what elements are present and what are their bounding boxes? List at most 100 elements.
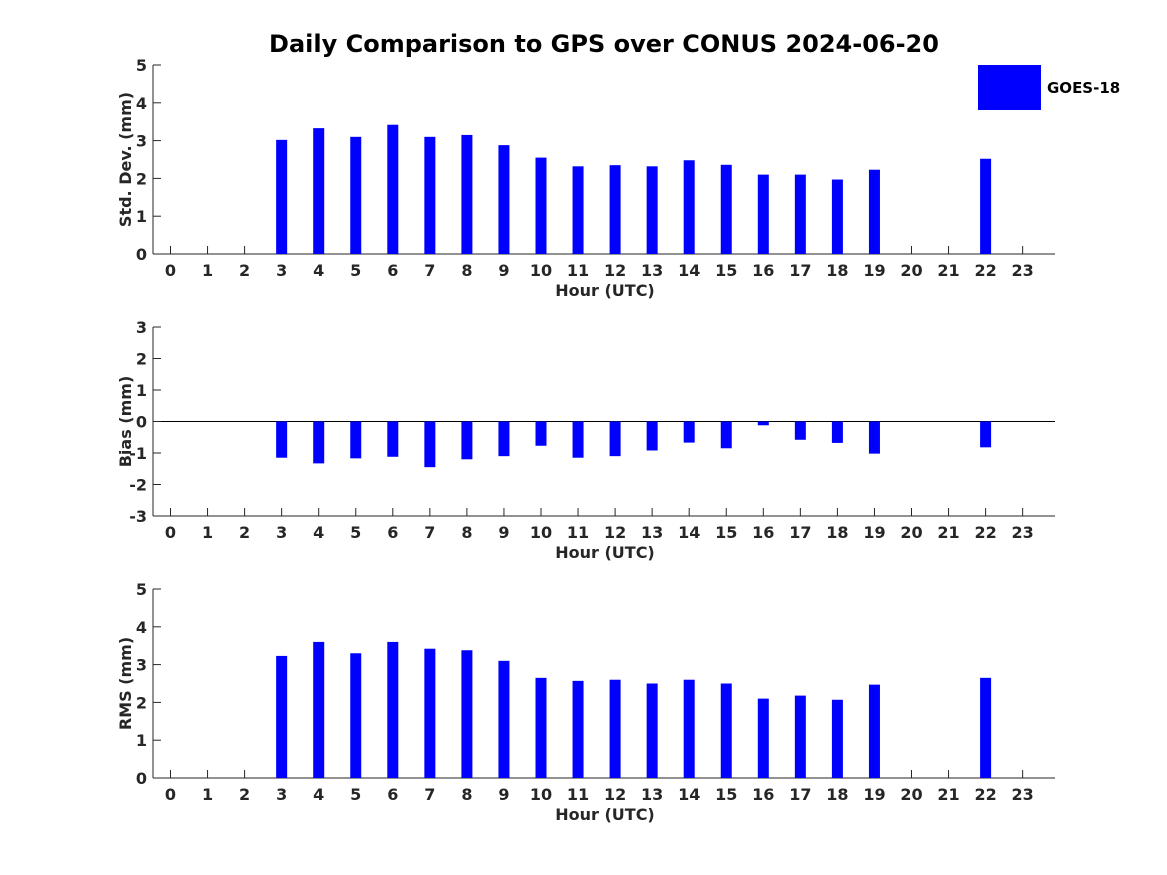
x-tick-label: 10 [530,261,552,280]
bar-hour-5 [350,421,362,459]
bar-hour-10 [535,157,547,254]
bar-hour-3 [276,655,288,778]
bar-hour-16 [757,174,769,254]
x-tick-label: 0 [165,523,176,542]
x-tick-label: 5 [350,785,361,804]
x-tick-label: 5 [350,523,361,542]
bar-hour-8 [461,134,473,254]
bar-hour-11 [572,421,584,458]
y-tick-label: 1 [136,207,147,226]
legend: GOES-18 [978,65,1120,110]
bar-hour-11 [572,680,584,778]
x-tick-label: 13 [641,261,663,280]
x-tick-label: 18 [826,785,848,804]
bar-hour-18 [831,421,843,443]
bar-hour-13 [646,166,658,254]
x-tick-label: 21 [937,785,959,804]
bar-hour-5 [350,136,362,254]
y-tick-label: 0 [136,245,147,264]
x-tick-label: 18 [826,523,848,542]
bar-hour-6 [387,124,399,254]
x-tick-label: 6 [387,523,398,542]
x-tick-label: 22 [974,523,996,542]
x-tick-label: 19 [863,523,885,542]
bar-hour-5 [350,653,362,778]
x-tick-label: 7 [424,785,435,804]
bar-hour-7 [424,421,436,468]
x-tick-label: 20 [900,523,922,542]
y-tick-label: 0 [136,413,147,432]
bar-hour-17 [794,695,806,778]
x-tick-label: 11 [567,523,589,542]
x-tick-label: 23 [1012,261,1034,280]
y-tick-label: -2 [129,476,147,495]
x-tick-label: 8 [461,261,472,280]
bar-hour-18 [831,179,843,254]
x-tick-label: 4 [313,785,324,804]
chart-title: Daily Comparison to GPS over CONUS 2024-… [269,30,939,58]
x-tick-label: 2 [239,261,250,280]
bar-hour-18 [831,699,843,778]
bar-hour-3 [276,139,288,254]
x-tick-label: 12 [604,785,626,804]
x-tick-label: 10 [530,785,552,804]
x-tick-label: 2 [239,785,250,804]
bar-hour-16 [757,698,769,778]
y-tick-label: 3 [136,132,147,151]
x-tick-label: 3 [276,261,287,280]
y-tick-label: 1 [136,731,147,750]
bar-hour-6 [387,421,399,457]
bar-hour-15 [720,421,732,449]
y-tick-label: 5 [136,56,147,75]
bar-hour-12 [609,165,621,254]
x-tick-label: 22 [974,261,996,280]
x-tick-label: 20 [900,785,922,804]
x-tick-label: 23 [1012,785,1034,804]
bar-hour-7 [424,136,436,254]
bar-hour-3 [276,421,288,458]
bar-hour-9 [498,421,510,457]
x-tick-label: 9 [498,261,509,280]
x-tick-label: 2 [239,523,250,542]
y-tick-label: 4 [136,94,147,113]
bar-hour-13 [646,683,658,778]
bar-hour-13 [646,421,658,451]
x-tick-label: 1 [202,523,213,542]
x-axis-label: Hour (UTC) [555,281,655,300]
x-axis-label: Hour (UTC) [555,805,655,824]
bar-hour-22 [980,421,992,448]
x-tick-label: 18 [826,261,848,280]
y-tick-label: 0 [136,769,147,788]
y-tick-label: 2 [136,169,147,188]
y-tick-label: 3 [136,656,147,675]
y-tick-label: 3 [136,318,147,337]
y-tick-label: 4 [136,618,147,637]
bar-hour-12 [609,421,621,457]
x-tick-label: 7 [424,523,435,542]
bar-hour-4 [313,128,325,254]
x-axis-label: Hour (UTC) [555,543,655,562]
bar-hour-14 [683,679,695,778]
bar-hour-9 [498,660,510,778]
bar-hour-19 [868,169,880,254]
x-tick-label: 14 [678,523,700,542]
bar-hour-19 [868,684,880,778]
bar-hour-14 [683,160,695,254]
x-tick-label: 23 [1012,523,1034,542]
x-tick-label: 6 [387,261,398,280]
y-tick-label: 5 [136,580,147,599]
x-tick-label: 15 [715,785,737,804]
x-tick-label: 12 [604,261,626,280]
bar-hour-9 [498,145,510,254]
bar-hour-8 [461,650,473,778]
y-axis-label: RMS (mm) [116,637,135,730]
bar-hour-17 [794,421,806,440]
y-tick-label: 2 [136,350,147,369]
x-tick-label: 1 [202,261,213,280]
x-tick-label: 19 [863,261,885,280]
